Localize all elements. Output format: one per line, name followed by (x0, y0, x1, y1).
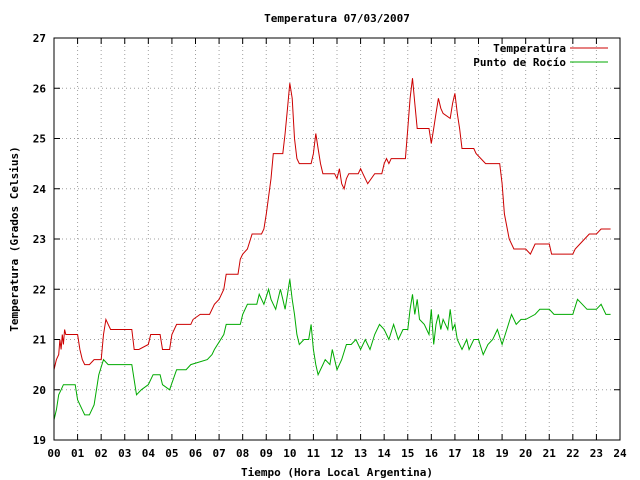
series-layer (53, 78, 611, 421)
x-tick-label: 04 (142, 447, 156, 460)
x-tick-label: 11 (307, 447, 321, 460)
y-tick-label: 25 (33, 133, 46, 146)
x-tick-labels: 00 01 02 03 04 05 06 07 08 09 10 11 12 13 14 15 16 17 18 19… (47, 447, 627, 460)
chart-title: Temperatura 07/03/2007 (264, 12, 410, 25)
x-axis-label: Tiempo (Hora Local Argentina) (241, 466, 433, 479)
legend-label-temperatura: Temperatura (493, 42, 566, 55)
x-tick-label: 01 (71, 447, 85, 460)
x-tick-label: 06 (189, 447, 203, 460)
y-tick-labels: 19 20 21 22 23 24 25 26 27 (33, 32, 47, 447)
x-tick-label: 02 (95, 447, 108, 460)
x-tick-label: 03 (118, 447, 131, 460)
y-tick-label: 21 (33, 334, 47, 347)
x-tick-label: 18 (472, 447, 485, 460)
y-tick-label: 23 (33, 233, 46, 246)
y-axis-label: Temperatura (Grados Celsius) (8, 146, 21, 331)
x-tick-label: 08 (236, 447, 249, 460)
legend: Temperatura Punto de Rocío (473, 42, 608, 69)
y-tick-label: 26 (33, 82, 47, 95)
grid-lines (54, 38, 620, 440)
x-tick-label: 24 (613, 447, 627, 460)
x-tick-label: 00 (47, 447, 60, 460)
x-tick-label: 07 (212, 447, 225, 460)
x-tick-label: 21 (543, 447, 557, 460)
y-tick-label: 22 (33, 283, 46, 296)
legend-label-punto-de-rocio: Punto de Rocío (473, 56, 566, 69)
x-tick-label: 23 (590, 447, 603, 460)
x-tick-label: 09 (260, 447, 273, 460)
x-tick-label: 10 (283, 447, 296, 460)
x-tick-label: 14 (378, 447, 392, 460)
x-tick-label: 19 (495, 447, 508, 460)
x-tick-label: 16 (425, 447, 439, 460)
x-tick-label: 17 (448, 447, 461, 460)
y-tick-label: 24 (33, 183, 47, 196)
x-tick-label: 05 (165, 447, 178, 460)
series-line-temperatura (53, 78, 611, 370)
y-tick-label: 19 (33, 434, 46, 447)
x-tick-label: 12 (330, 447, 343, 460)
x-tick-label: 15 (401, 447, 414, 460)
x-tick-label: 20 (519, 447, 532, 460)
x-tick-label: 22 (566, 447, 579, 460)
x-tick-label: 13 (354, 447, 367, 460)
y-tick-label: 27 (33, 32, 46, 45)
y-tick-label: 20 (33, 384, 46, 397)
axis-ticks (53, 37, 621, 441)
series-line-punto-de-rocio (53, 279, 611, 421)
